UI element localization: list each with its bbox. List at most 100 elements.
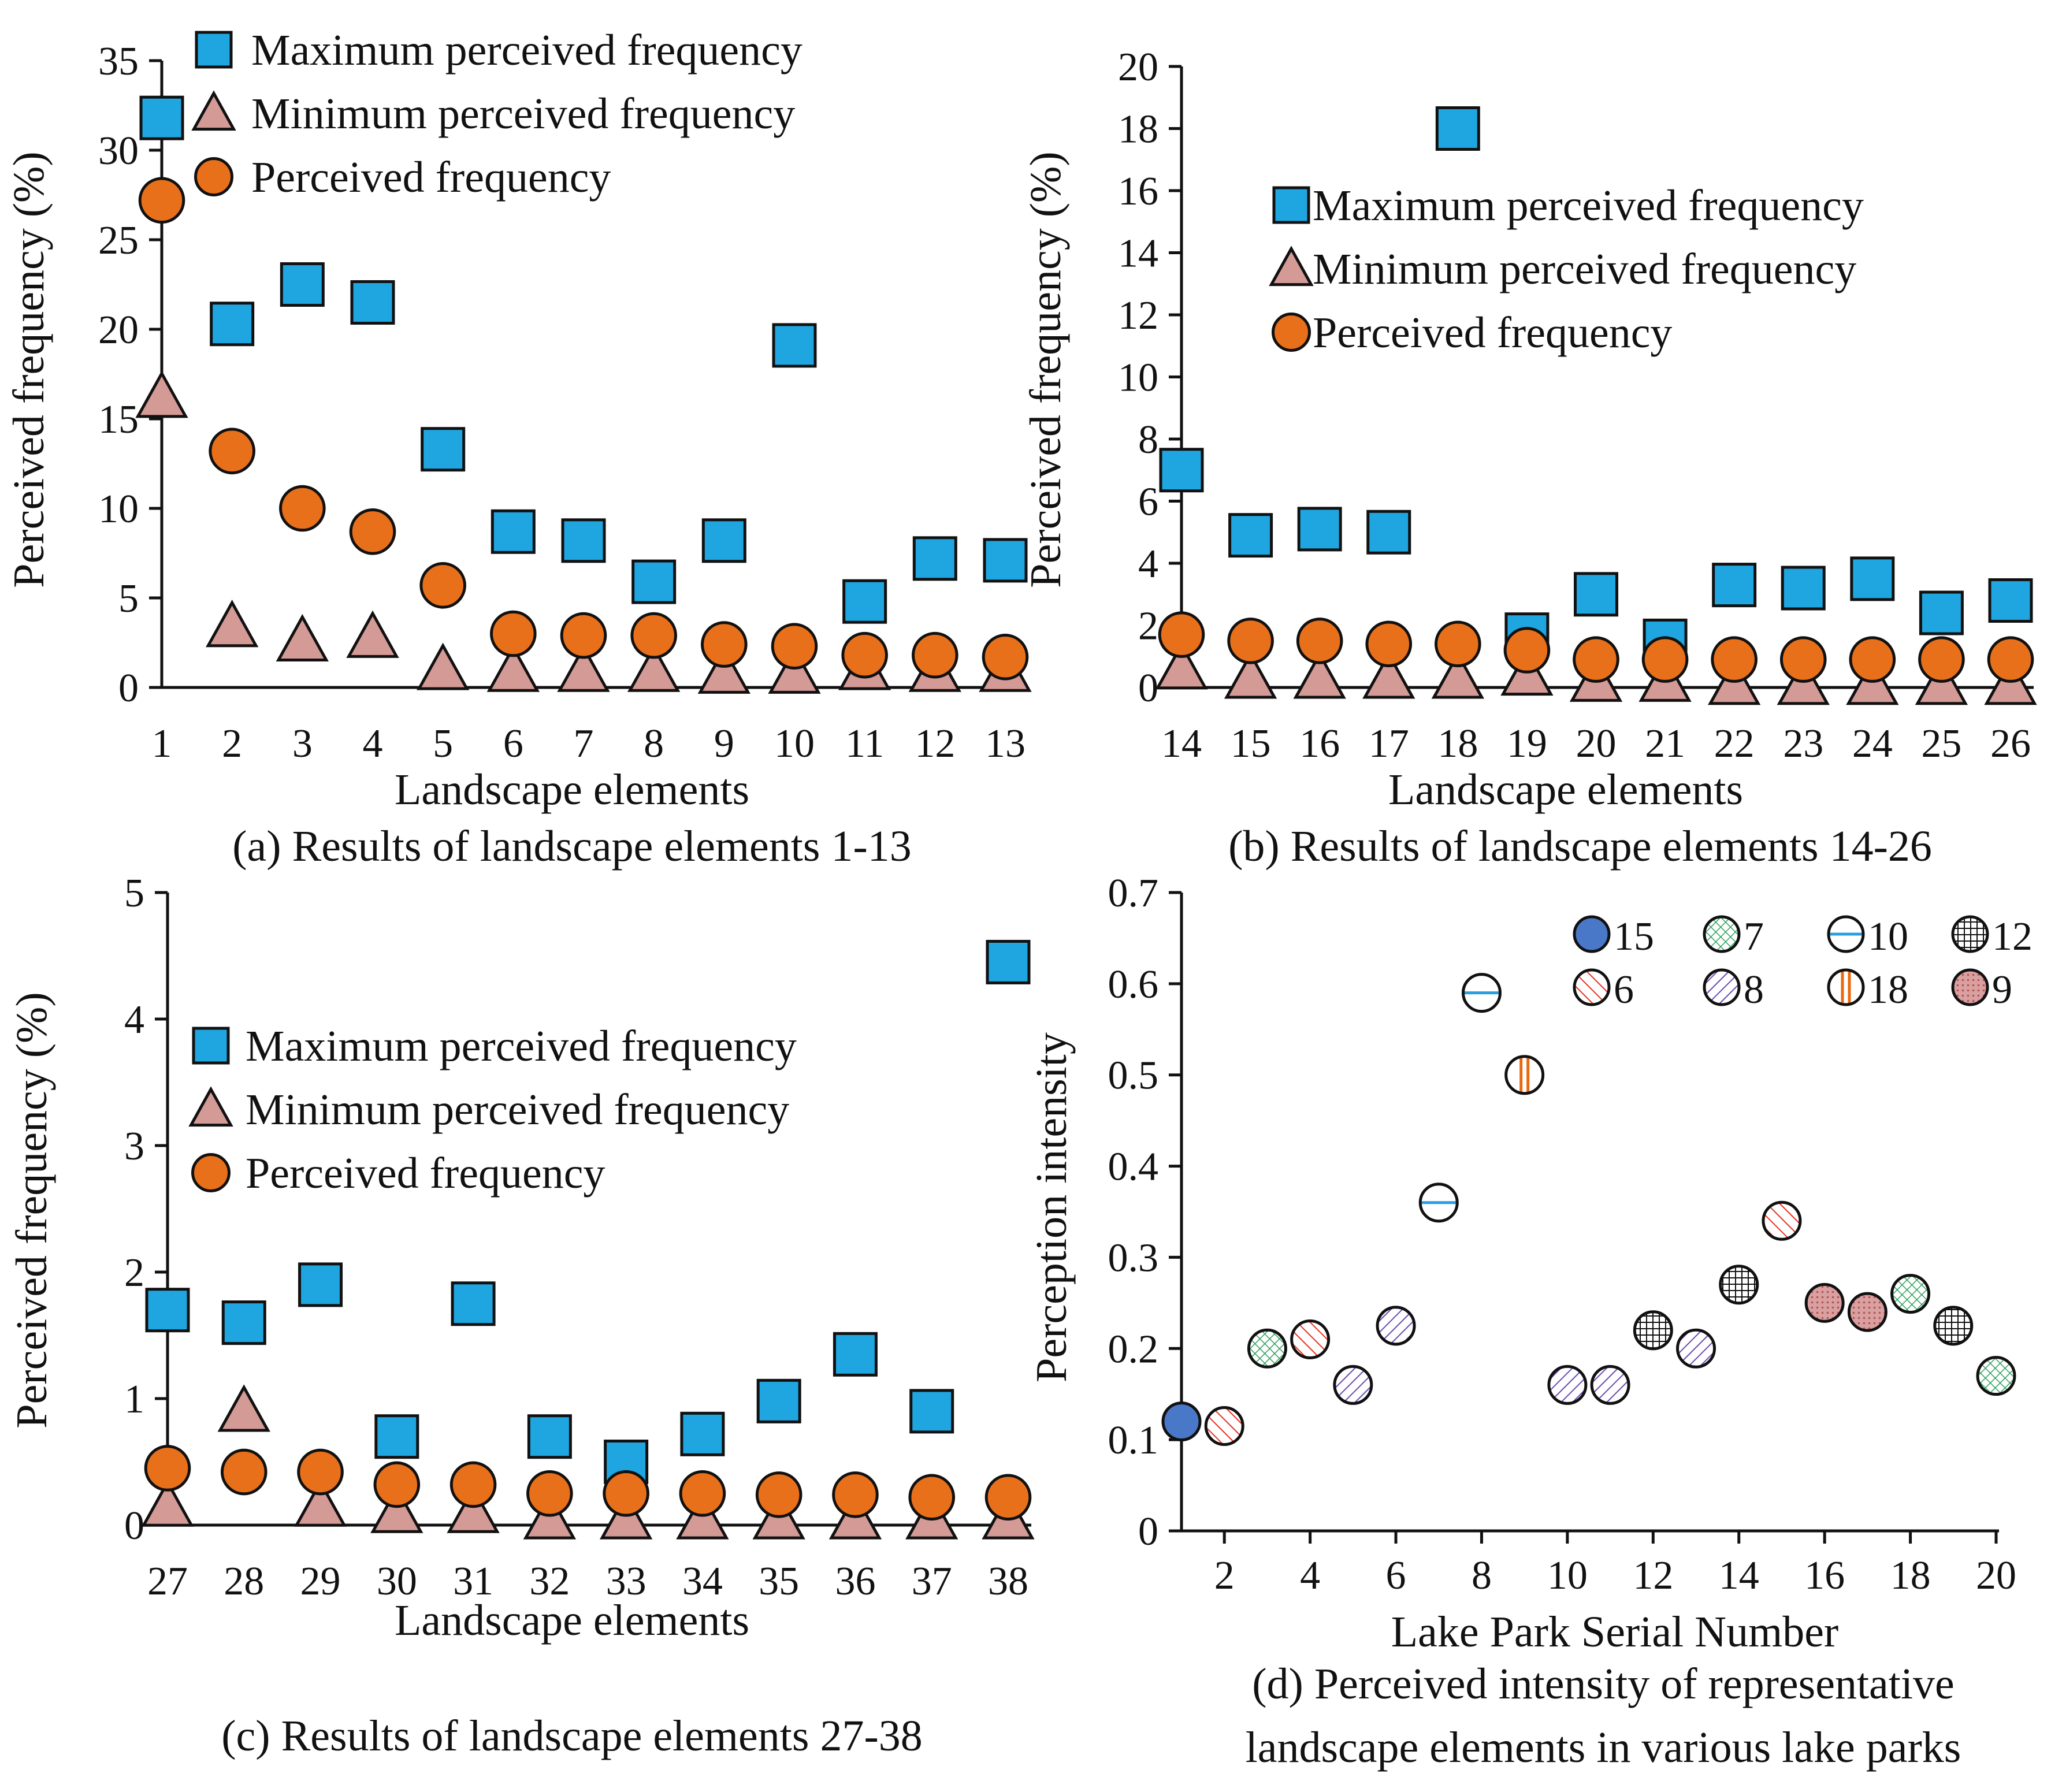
point-circle	[373, 1461, 421, 1508]
point-element-6	[1762, 1200, 1802, 1241]
point-circle	[560, 612, 607, 659]
legend-marker-square	[195, 31, 233, 69]
x-tick-label: 13	[985, 722, 1026, 766]
y-tick-label: 0.2	[1108, 1327, 1159, 1371]
y-tick-label: 20	[1118, 45, 1158, 90]
x-tick-label: 28	[224, 1559, 264, 1604]
point-triangle	[1155, 642, 1208, 690]
x-tick-label: 1	[152, 722, 172, 766]
legend-marker-triangle	[1269, 246, 1314, 287]
legend-marker-square	[1272, 186, 1310, 224]
point-element-10	[1461, 973, 1502, 1013]
point-square	[1159, 448, 1204, 493]
point-square	[491, 509, 536, 554]
point-circle	[1711, 636, 1758, 683]
y-tick-label: 10	[1118, 356, 1158, 400]
y-tick-label: 0.6	[1108, 962, 1159, 1007]
x-tick-label: 36	[835, 1559, 875, 1604]
y-tick-label: 5	[124, 871, 144, 916]
x-tick-label: 12	[915, 722, 955, 766]
point-circle	[349, 508, 396, 555]
legend-label: Perceived frequency	[251, 153, 611, 202]
x-tick-label: 23	[1783, 722, 1823, 766]
point-square	[139, 95, 184, 140]
point-square	[680, 1411, 725, 1456]
y-tick-label: 10	[98, 487, 139, 531]
y-tick-label: 4	[124, 998, 144, 1042]
x-tick-label: 16	[1299, 722, 1340, 766]
legend-marker-square	[192, 1027, 230, 1065]
x-tick-label: 18	[1890, 1553, 1931, 1598]
point-circle	[603, 1470, 649, 1517]
y-tick-label: 8	[1138, 418, 1158, 462]
legend-label: 7	[1744, 914, 1764, 959]
point-square	[221, 1300, 266, 1345]
point-square	[1850, 556, 1895, 601]
legend-marker-circle	[191, 1153, 231, 1192]
panel-caption-line-1: (d) Perceived intensity of representativ…	[1252, 1660, 1955, 1708]
y-tick-label: 15	[98, 397, 139, 442]
point-circle	[982, 634, 1029, 681]
point-triangle	[447, 1485, 500, 1533]
chart-panel-d: 0 0.1 0.2 0.3 0.4 0.5 0.6 0.7 2 4 6 8 10 12 14 16 18 20 15…	[1027, 871, 2033, 1772]
point-square	[210, 302, 255, 347]
point-circle	[419, 562, 466, 609]
point-element-10	[1418, 1183, 1459, 1223]
point-square	[1919, 590, 1964, 635]
x-tick-label: 3	[292, 722, 313, 766]
y-tick-label: 0	[124, 1504, 144, 1548]
y-tick-label: 0.1	[1108, 1418, 1159, 1463]
x-tick-label: 4	[363, 722, 383, 766]
point-square	[912, 536, 957, 581]
y-tick-label: 14	[1118, 232, 1158, 276]
point-square	[756, 1378, 801, 1423]
y-axis-label: Perceived frequency (%)	[8, 992, 56, 1428]
point-square	[1297, 507, 1342, 552]
legend-label: 10	[1868, 914, 1908, 959]
point-triangle	[370, 1485, 423, 1533]
y-tick-label: 0.7	[1108, 871, 1159, 916]
point-element-8	[1590, 1365, 1630, 1405]
point-circle	[832, 1471, 879, 1518]
legend-label: 12	[1992, 914, 2033, 959]
point-circle	[912, 631, 958, 679]
point-circle	[1849, 636, 1896, 683]
point-element-8	[1376, 1306, 1416, 1346]
y-tick-label: 3	[124, 1124, 144, 1169]
point-square	[1781, 566, 1826, 611]
legend-label: Perceived frequency	[1313, 308, 1672, 357]
point-element-8	[1333, 1365, 1373, 1405]
x-tick-label: 20	[1976, 1553, 2016, 1598]
y-tick-label: 35	[98, 39, 139, 84]
x-tick-label: 5	[433, 722, 453, 766]
y-tick-label: 4	[1138, 542, 1158, 586]
y-axis-label: Perceived frequency (%)	[1021, 151, 1070, 588]
point-circle	[297, 1448, 344, 1496]
point-triangle	[276, 614, 329, 662]
y-tick-label: 18	[1118, 107, 1158, 152]
point-triangle	[557, 644, 610, 692]
point-circle	[1918, 636, 1965, 683]
point-square	[701, 518, 746, 563]
point-triangle	[697, 646, 750, 694]
point-triangle	[1224, 651, 1277, 699]
point-circle	[279, 485, 326, 532]
point-square	[1366, 510, 1411, 555]
point-circle	[771, 623, 818, 670]
x-tick-label: 21	[1645, 722, 1685, 766]
y-tick-label: 16	[1118, 169, 1158, 214]
x-tick-label: 10	[1547, 1553, 1588, 1598]
x-tick-label: 6	[503, 722, 523, 766]
point-square	[1228, 513, 1273, 558]
point-element-7	[1247, 1328, 1287, 1369]
point-circle	[679, 1470, 726, 1517]
x-tick-label: 37	[912, 1559, 952, 1604]
y-tick-label: 0	[1138, 666, 1158, 711]
x-tick-label: 30	[377, 1559, 417, 1604]
x-tick-label: 27	[147, 1559, 188, 1604]
x-tick-label: 29	[300, 1559, 341, 1604]
x-tick-label: 2	[1214, 1553, 1235, 1598]
x-tick-label: 17	[1369, 722, 1409, 766]
